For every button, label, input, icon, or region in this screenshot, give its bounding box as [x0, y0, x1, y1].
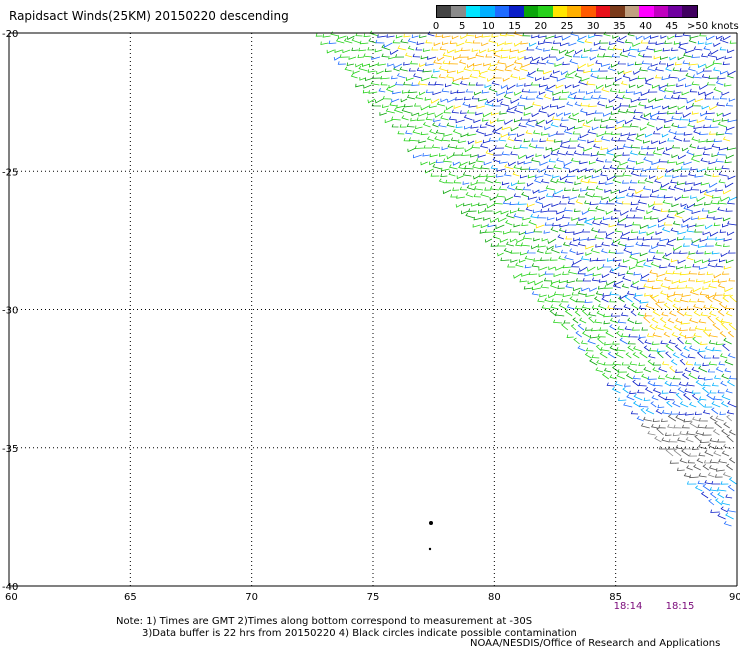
note-line-2: 3)Data buffer is 22 hrs from 20150220 4)…	[142, 628, 577, 639]
y-tick-label: -25	[2, 167, 18, 178]
legend-label: 25	[560, 21, 574, 32]
wind-barbs	[346, 31, 737, 380]
legend-swatch	[566, 6, 582, 17]
legend-label: 5	[459, 21, 466, 32]
wind-barbs	[433, 34, 738, 520]
x-tick-label: 85	[609, 592, 622, 603]
wind-barbs	[640, 414, 736, 479]
legend-label: 0	[432, 21, 440, 32]
wind-barbs	[397, 31, 737, 373]
contamination-dot	[428, 547, 432, 551]
x-tick-label: 75	[367, 592, 380, 603]
y-tick-label: -40	[2, 582, 18, 593]
legend-label: 20	[534, 21, 548, 32]
time-label: 18:15	[666, 601, 695, 612]
legend-label: 30	[586, 21, 600, 32]
legend-swatch	[538, 6, 553, 17]
legend-swatch	[581, 6, 596, 17]
legend-swatch	[624, 6, 640, 17]
wind-speed-legend: 0 5 10 15 20 25 30 35 40 45 >50 knots	[433, 5, 739, 35]
legend-swatch	[653, 6, 668, 17]
legend-swatch	[668, 6, 683, 17]
wind-barbs	[328, 31, 737, 527]
notes: Note: 1) Times are GMT 2)Times along bot…	[116, 616, 577, 640]
x-tick-label: 80	[488, 592, 501, 603]
legend-swatch	[480, 6, 495, 17]
time-label: 18:14	[614, 601, 643, 612]
legend-label: 45	[665, 21, 679, 32]
legend-labels: 0 5 10 15 20 25 30 35 40 45 >50 knots	[432, 21, 739, 35]
legend-swatch	[595, 6, 611, 17]
y-tick-label: -30	[2, 306, 18, 317]
wind-swath	[315, 30, 738, 527]
legend-label: 40	[639, 21, 652, 32]
legend-label: 35	[613, 21, 626, 32]
wind-barbs	[315, 30, 737, 380]
map-title: Rapidsact Winds(25KM) 20150220 descendin…	[9, 9, 289, 23]
map-grid	[8, 32, 738, 587]
legend-swatch	[494, 6, 510, 17]
y-tick-label: -35	[2, 444, 18, 455]
credit: NOAA/NESDIS/Office of Research and Appli…	[470, 638, 721, 649]
x-tick-label: 65	[124, 592, 137, 603]
y-tick-label: -20	[2, 29, 18, 40]
legend-swatch	[509, 6, 524, 17]
contamination-dot	[429, 521, 433, 525]
legend-swatch	[639, 6, 654, 17]
wind-barbs	[647, 414, 733, 478]
legend-swatch	[610, 6, 625, 17]
x-tick-label: 70	[245, 592, 258, 603]
legend-label: 15	[508, 21, 521, 32]
note-line-1: Note: 1) Times are GMT 2)Times along bot…	[116, 616, 533, 627]
legend-swatch	[552, 6, 567, 17]
x-tick-label: 60	[5, 592, 18, 603]
x-tick-label: 90	[729, 592, 740, 603]
legend-label: 10	[482, 21, 495, 32]
legend-swatch	[523, 6, 539, 17]
legend-swatch	[437, 6, 452, 17]
legend-color-bar	[436, 5, 698, 18]
wind-barbs	[377, 31, 737, 520]
legend-swatch	[682, 6, 697, 17]
legend-label: >50 knots	[687, 21, 739, 32]
legend-swatch	[465, 6, 481, 17]
legend-swatch	[451, 6, 466, 17]
axis-ticks: 60 65 70 75 80 85 90 -20 -25 -30 -35 -40 18:14 18:15	[2, 29, 740, 612]
wind-barbs	[433, 30, 736, 339]
